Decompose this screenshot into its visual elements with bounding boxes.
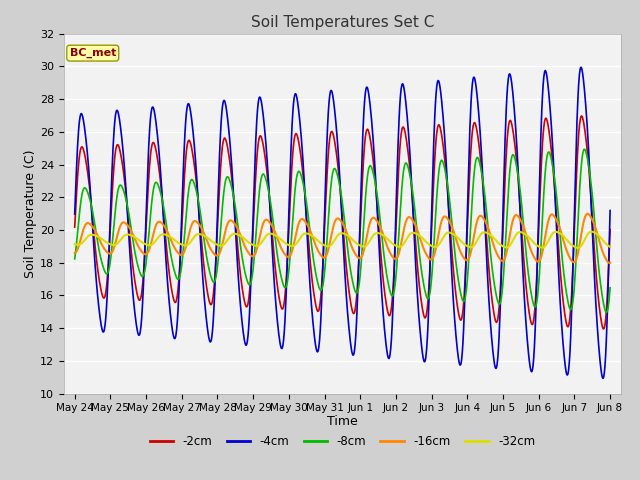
Text: BC_met: BC_met	[70, 48, 116, 58]
Title: Soil Temperatures Set C: Soil Temperatures Set C	[251, 15, 434, 30]
Legend: -2cm, -4cm, -8cm, -16cm, -32cm: -2cm, -4cm, -8cm, -16cm, -32cm	[145, 430, 540, 453]
X-axis label: Time: Time	[327, 415, 358, 428]
Y-axis label: Soil Temperature (C): Soil Temperature (C)	[24, 149, 37, 278]
